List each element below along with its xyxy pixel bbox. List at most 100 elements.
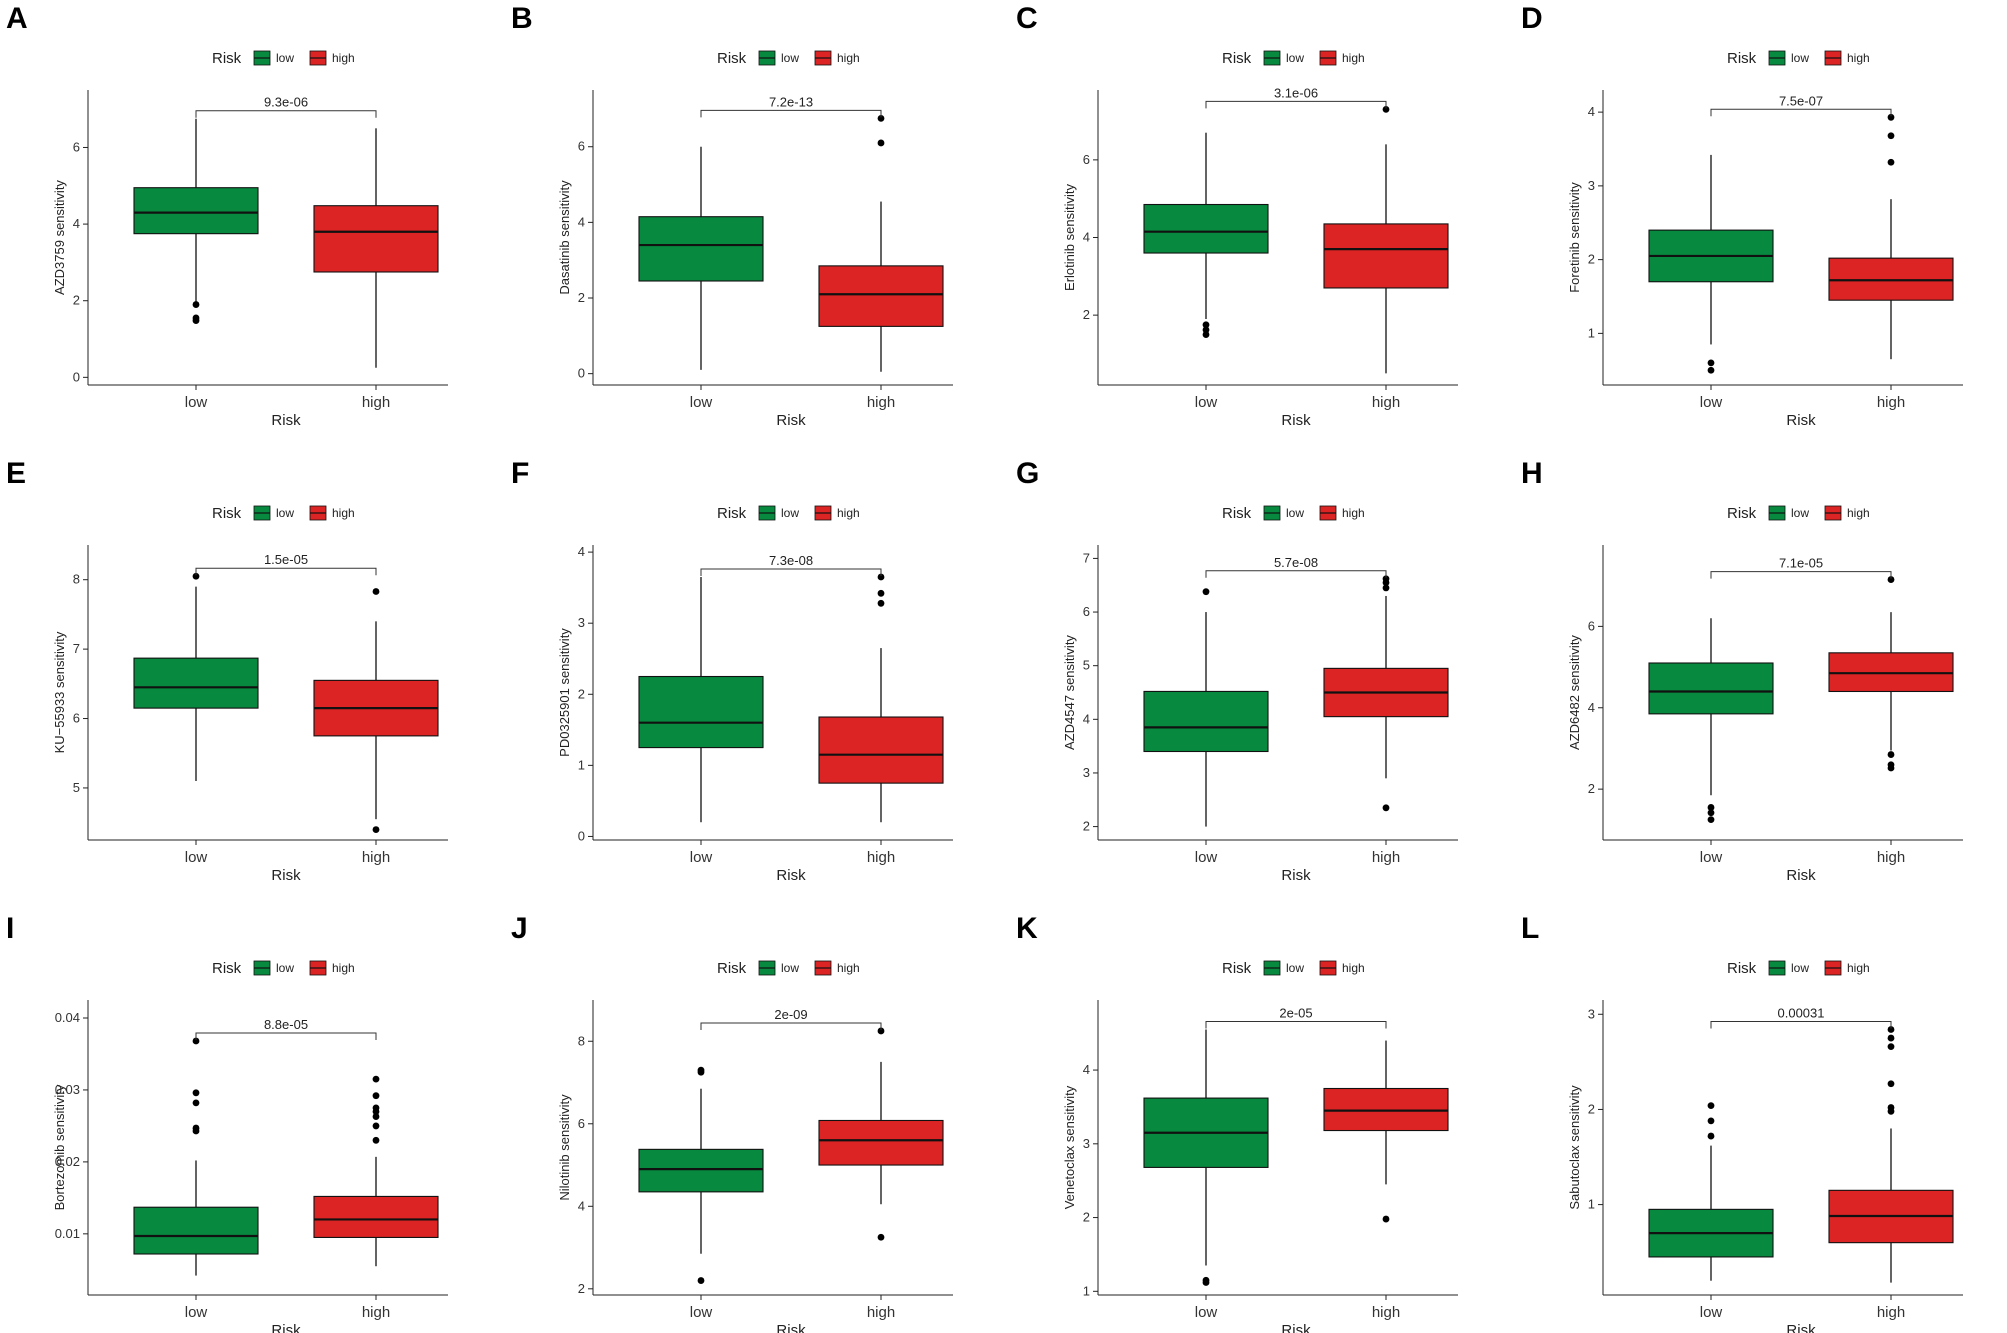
outlier-point [1887, 576, 1895, 583]
legend-label-high: high [1342, 506, 1365, 520]
outlier-point [1707, 816, 1715, 824]
legend-title: Risk [1727, 960, 1757, 977]
y-tick-label: 4 [578, 544, 585, 559]
outlier-point [877, 573, 885, 581]
legend: Risk low high [717, 505, 860, 522]
outlier-point [1707, 1132, 1715, 1140]
legend-label-low: low [276, 506, 294, 520]
x-axis-title: Risk [776, 1322, 806, 1333]
p-value-label: 7.3e-08 [769, 553, 813, 568]
legend: Risk low high [1222, 50, 1365, 67]
significance-bracket [1710, 1021, 1892, 1029]
box-low [1143, 588, 1269, 827]
x-tick-label: low [185, 394, 208, 411]
x-axis-title: Risk [1786, 1322, 1816, 1333]
y-tick-label: 6 [1588, 618, 1595, 633]
legend-label-low: low [781, 51, 799, 65]
y-tick-label: 2 [1083, 307, 1090, 322]
y-tick-label: 3 [1083, 1136, 1090, 1151]
legend-label-high: high [332, 51, 355, 65]
significance-bracket [700, 109, 882, 118]
box-low [1648, 1102, 1774, 1281]
panel-letter: K [1016, 912, 1038, 945]
panel-letter: G [1016, 457, 1039, 490]
panel-letter: H [1521, 457, 1543, 490]
legend: Risk low high [1222, 505, 1365, 522]
legend-label-low: low [1791, 506, 1809, 520]
significance-bracket [700, 1022, 882, 1030]
box-high [1828, 1026, 1954, 1283]
legend-label-low: low [781, 961, 799, 975]
y-tick-label: 4 [1588, 104, 1595, 119]
outlier-point [1382, 804, 1390, 812]
legend-label-high: high [332, 961, 355, 975]
y-axis-title: Venetoclax sensitivity [1062, 1085, 1077, 1209]
y-tick-label: 5 [73, 780, 80, 795]
legend-label-low: low [781, 506, 799, 520]
p-value-label: 9.3e-06 [264, 95, 308, 110]
legend-title: Risk [1727, 50, 1757, 67]
x-tick-label: high [1372, 849, 1400, 866]
p-value-label: 1.5e-05 [264, 552, 308, 567]
box-low [133, 118, 259, 325]
legend: Risk low high [1727, 50, 1870, 67]
legend-title: Risk [212, 505, 242, 522]
y-tick-label: 8 [578, 1033, 585, 1048]
box-iqr [133, 187, 259, 235]
y-tick-label: 0 [578, 828, 585, 843]
outlier-point [1382, 584, 1390, 592]
legend-title: Risk [212, 50, 242, 67]
outlier-point [877, 1027, 885, 1035]
significance-bracket [700, 568, 882, 576]
y-tick-label: 0 [578, 366, 585, 381]
box-low [1143, 1029, 1269, 1286]
outlier-point [697, 1277, 705, 1284]
y-tick-label: 5 [1083, 658, 1090, 673]
box-low [638, 146, 764, 370]
box-iqr [638, 1148, 764, 1193]
y-tick-label: 1 [1588, 325, 1595, 340]
legend-label-low: low [1286, 51, 1304, 65]
significance-bracket [1205, 100, 1387, 109]
outlier-point [877, 1233, 885, 1241]
y-tick-label: 8 [73, 572, 80, 587]
y-axis-title: KU−55933 sensitivity [52, 631, 67, 753]
x-tick-label: low [1700, 849, 1723, 866]
y-tick-label: 3 [1588, 178, 1595, 193]
legend-label-high: high [1342, 51, 1365, 65]
y-tick-label: 4 [73, 216, 80, 231]
panel-letter: A [6, 2, 28, 35]
box-high [818, 1027, 944, 1241]
outlier-point [1887, 132, 1895, 140]
y-axis-title: Erlotinib sensitivity [1062, 184, 1077, 291]
y-tick-label: 2 [578, 1281, 585, 1296]
x-tick-label: high [1372, 1304, 1400, 1321]
box-low [133, 1037, 259, 1276]
legend-label-low: low [1286, 961, 1304, 975]
significance-bracket [1710, 571, 1892, 579]
outlier-point [1382, 575, 1390, 583]
outlier-point [192, 1099, 200, 1107]
outlier-point [1887, 1034, 1895, 1042]
p-value-label: 2e-05 [1279, 1006, 1312, 1021]
box-iqr [1323, 223, 1449, 289]
y-tick-label: 1 [578, 757, 585, 772]
legend: Risk low high [212, 960, 355, 977]
y-tick-label: 6 [578, 1116, 585, 1131]
y-axis-title: Dasatinib sensitivity [557, 180, 572, 295]
x-axis-title: Risk [1281, 1322, 1311, 1333]
box-high [818, 114, 944, 372]
y-tick-label: 3 [1083, 765, 1090, 780]
x-axis-title: Risk [271, 1322, 301, 1333]
p-value-label: 5.7e-08 [1274, 555, 1318, 570]
panel-f: F Risk low high 0 1 2 3 4 low high Risk PD0325901 se… [511, 457, 953, 884]
x-tick-label: low [690, 1304, 713, 1321]
legend-label-high: high [837, 51, 860, 65]
box-low [1648, 618, 1774, 824]
panel-letter: F [511, 457, 529, 490]
panel-d: D Risk low high 1 2 3 4 low high Risk Foretinib sen… [1521, 2, 1963, 429]
legend: Risk low high [212, 505, 355, 522]
outlier-point [1887, 1026, 1895, 1033]
outlier-point [1887, 1104, 1895, 1111]
legend-title: Risk [717, 50, 747, 67]
